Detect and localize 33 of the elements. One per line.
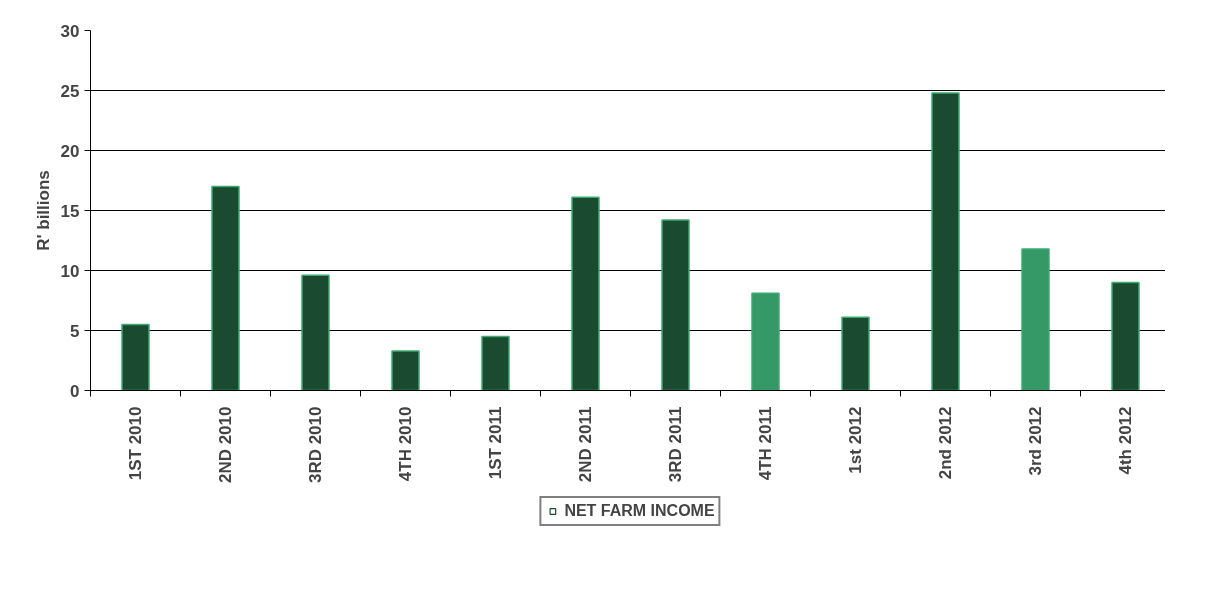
x-tick-label: 3RD 2010 xyxy=(306,406,325,484)
x-tick-label: 2ND 2011 xyxy=(576,406,595,483)
y-tick-label: 20 xyxy=(60,141,80,161)
x-tick-label: 1ST 2011 xyxy=(486,406,505,480)
bar xyxy=(391,350,420,391)
bar xyxy=(121,323,150,391)
y-tick-label: 5 xyxy=(70,321,80,341)
x-tick-label: 4TH 2010 xyxy=(396,406,415,482)
bar xyxy=(841,316,870,391)
bar xyxy=(571,196,600,391)
bar xyxy=(211,185,240,391)
y-tick-label: 10 xyxy=(60,261,80,281)
x-tick-label: 2ND 2010 xyxy=(216,406,235,484)
x-tick-label: 2nd 2012 xyxy=(936,406,955,480)
y-tick-label: 25 xyxy=(60,81,80,101)
bar xyxy=(931,92,960,391)
y-tick-label: 30 xyxy=(60,21,80,41)
x-tick-label: 1ST 2010 xyxy=(126,406,145,481)
legend-label: NET FARM INCOME xyxy=(564,502,715,520)
y-axis-title: R' billions xyxy=(33,170,53,251)
x-tick-label: 3RD 2011 xyxy=(666,406,685,483)
y-tick-label: 15 xyxy=(60,201,80,221)
bar xyxy=(481,335,510,391)
bar xyxy=(751,292,780,391)
bar xyxy=(661,219,690,391)
bar xyxy=(1021,248,1050,391)
y-tick-label: 0 xyxy=(70,381,80,401)
x-tick-label: 1st 2012 xyxy=(846,406,865,474)
x-tick-label: 3rd 2012 xyxy=(1026,406,1045,476)
x-tick-label: 4TH 2011 xyxy=(756,406,775,481)
bar xyxy=(1111,281,1140,391)
bar xyxy=(301,274,330,391)
x-tick-label: 4th 2012 xyxy=(1116,406,1135,475)
